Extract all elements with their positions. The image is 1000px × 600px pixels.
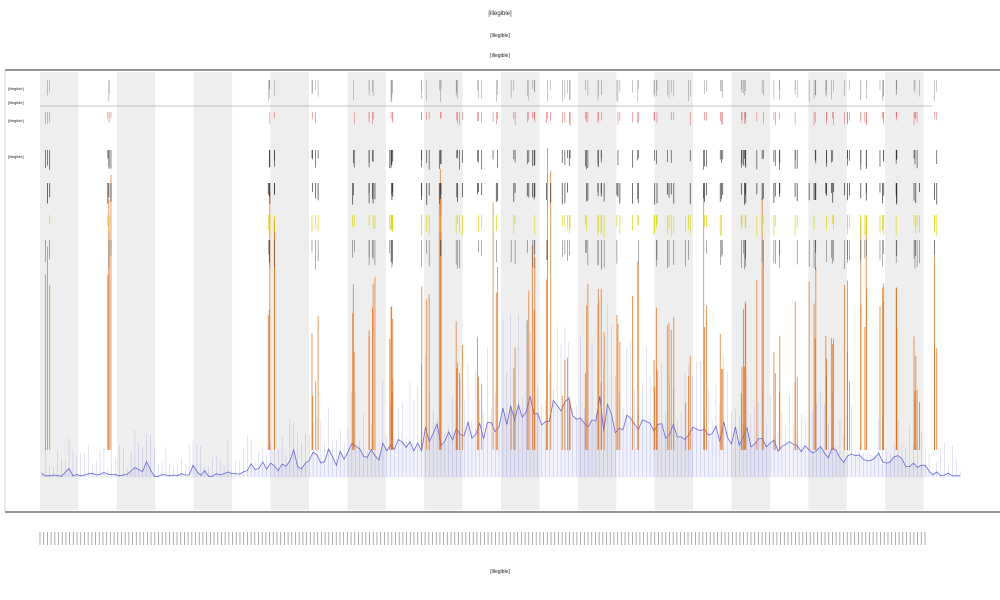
background-band — [193, 72, 233, 510]
x-axis-label: [illegible] — [490, 569, 510, 575]
coverage-area — [41, 396, 961, 478]
background-band — [116, 72, 156, 510]
peak-track — [44, 148, 938, 450]
annotation-tracks — [40, 80, 938, 270]
chart-subtitle: [illegible] — [490, 53, 510, 59]
legend-entry: [illegible] — [8, 118, 24, 123]
legend: [illegible] [illegible] [illegible] [ill… — [8, 86, 24, 159]
x-tick-labels — [39, 532, 926, 545]
chart-title: [illegible] — [488, 11, 512, 17]
coverage-track — [41, 299, 961, 478]
legend-entry: [illegible] — [8, 86, 24, 91]
coverage-line — [41, 396, 961, 477]
chart-subtitle: [illegible] — [490, 33, 510, 39]
background-band — [501, 72, 540, 510]
background-band — [270, 72, 309, 510]
background-band — [885, 72, 924, 510]
background-band — [577, 72, 617, 510]
legend-entry: [illegible] — [8, 100, 24, 105]
axes — [4, 69, 1000, 513]
legend-entry: [illegible] — [8, 154, 24, 159]
background-band — [40, 72, 79, 510]
background-band — [808, 72, 847, 510]
